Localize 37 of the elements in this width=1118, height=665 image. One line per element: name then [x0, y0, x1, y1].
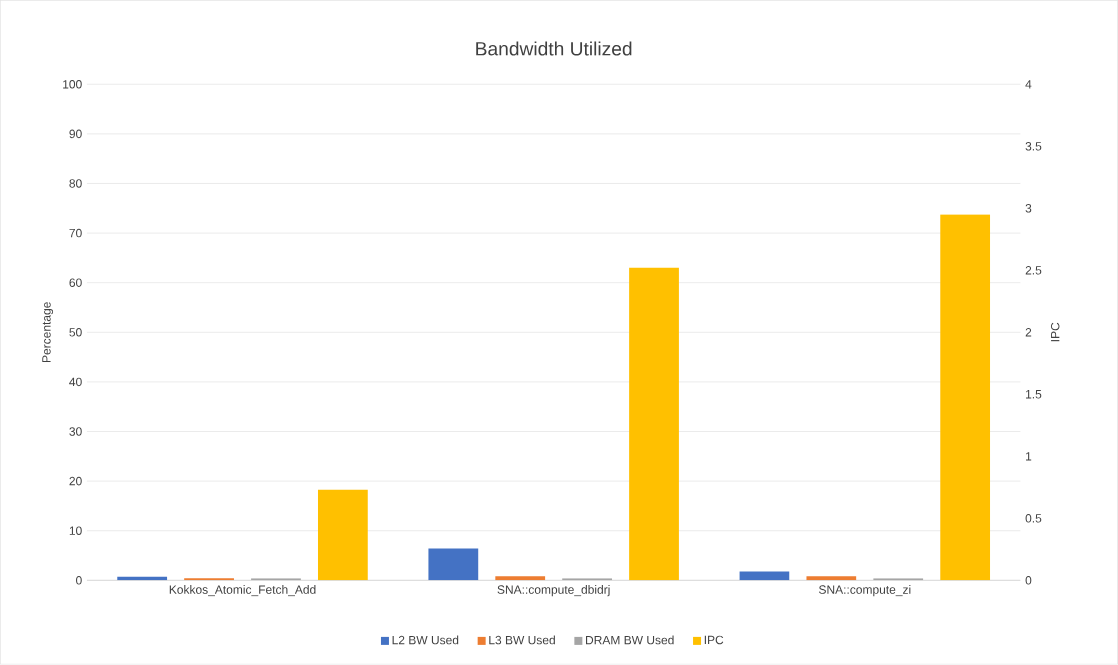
x-tick-label: SNA::compute_zi	[819, 585, 911, 597]
bar	[940, 214, 991, 581]
y2-tick-label: 4	[1025, 80, 1032, 89]
y-tick-label: 80	[69, 179, 82, 188]
legend-label: L3 BW Used	[489, 635, 555, 645]
y-tick-label: 40	[69, 377, 82, 387]
x-tick-label: SNA::compute_dbidrj	[497, 585, 610, 597]
y-tick-label: 10	[69, 526, 82, 536]
bar	[317, 489, 368, 581]
legend-label: DRAM BW Used	[586, 635, 674, 645]
y-tick-label: 70	[69, 229, 82, 238]
y2-tick-label: 1	[1026, 452, 1032, 461]
y2-tick-label: 0	[1025, 576, 1032, 585]
bar	[806, 576, 857, 581]
y-tick-label: 100	[63, 80, 82, 89]
legend-label: L2 BW Used	[392, 635, 459, 645]
bar	[428, 548, 479, 581]
y2-tick-label: 3.5	[1025, 142, 1042, 151]
y-tick-label: 30	[69, 427, 82, 436]
y2-tick-label: 1.5	[1026, 390, 1042, 399]
chart-title: Bandwidth Utilized	[476, 41, 632, 56]
y-tick-label: 0	[76, 576, 82, 585]
y-tick-label: 20	[69, 477, 82, 486]
y2-axis-title: IPC	[1050, 322, 1060, 342]
legend-label: IPC	[704, 635, 724, 645]
bar	[495, 576, 546, 581]
y2-tick-label: 3	[1025, 204, 1032, 213]
y2-tick-label: 0.5	[1025, 514, 1042, 523]
bar	[739, 571, 790, 581]
y-tick-label: 90	[69, 129, 82, 139]
y-axis-title: Percentage	[42, 302, 54, 363]
y2-tick-label: 2	[1025, 328, 1032, 337]
y-tick-label: 60	[69, 278, 82, 288]
y2-tick-label: 2.5	[1025, 266, 1042, 275]
bar	[629, 268, 679, 581]
x-tick-label: Kokkos_Atomic_Fetch_Add	[169, 585, 316, 597]
y-tick-label: 50	[69, 328, 82, 337]
